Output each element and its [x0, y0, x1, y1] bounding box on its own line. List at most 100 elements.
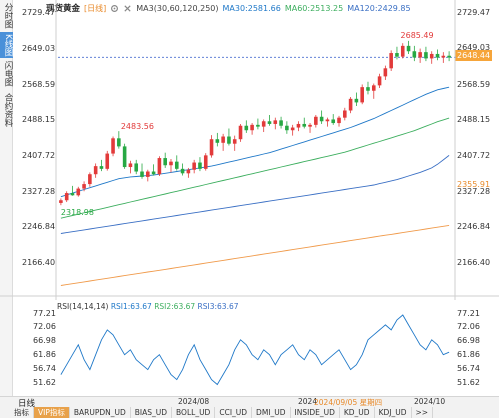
candle[interactable] [354, 92, 359, 106]
x-axis-label: 2024/08 [178, 397, 210, 406]
candle[interactable] [337, 115, 341, 127]
candle[interactable] [279, 116, 283, 129]
candle[interactable] [244, 120, 249, 133]
candle[interactable] [273, 117, 278, 130]
candle[interactable] [117, 131, 121, 149]
candle[interactable] [314, 114, 318, 128]
candle[interactable] [111, 136, 115, 157]
candle[interactable] [302, 117, 307, 129]
candle[interactable] [215, 132, 220, 147]
candle[interactable] [221, 133, 225, 151]
candle[interactable] [93, 163, 98, 178]
y-tick-left: 2166.40 [22, 258, 56, 267]
rail-tab-timeshare[interactable]: 分时图 [3, 3, 13, 29]
y-tick-left: 2246.84 [22, 222, 56, 231]
candle[interactable] [186, 167, 191, 178]
candle[interactable] [70, 185, 75, 196]
candle[interactable] [227, 128, 231, 146]
tab-dmi[interactable]: DMI_UD [252, 407, 291, 418]
candle[interactable] [140, 163, 144, 179]
candle[interactable] [99, 159, 104, 172]
rsi-chart[interactable] [0, 296, 499, 396]
candle-body [395, 53, 399, 57]
candle[interactable] [412, 45, 417, 62]
candle[interactable] [122, 143, 127, 169]
rail-tab-contract-info[interactable]: 合约资料 [3, 93, 13, 127]
tab-inside[interactable]: INSIDE_UD [291, 407, 340, 418]
candle[interactable] [59, 198, 63, 206]
candle[interactable] [192, 159, 196, 174]
candle[interactable] [435, 49, 440, 61]
period-label[interactable]: [日线] [84, 3, 107, 13]
candle[interactable] [389, 50, 393, 71]
candle[interactable] [406, 40, 411, 54]
candle[interactable] [395, 46, 399, 60]
candle[interactable] [429, 51, 434, 64]
candle[interactable] [360, 84, 364, 105]
candle[interactable] [383, 65, 388, 80]
period-button[interactable]: 日线 [18, 399, 36, 409]
candlestick-chart[interactable]: 2685.49 2483.56 2318.98 [0, 0, 499, 300]
close-icon[interactable] [123, 4, 132, 13]
candle[interactable] [203, 153, 208, 171]
candle[interactable] [88, 172, 92, 187]
candle[interactable] [377, 73, 382, 89]
candle-body [296, 123, 301, 128]
rsi3-value: RSI3:63.67 [197, 302, 239, 311]
tab-cci[interactable]: CCI_UD [215, 407, 253, 418]
tab-boll[interactable]: BOLL_UD [172, 407, 216, 418]
candle[interactable] [366, 81, 370, 95]
candle[interactable] [105, 150, 110, 171]
tab-barupdn[interactable]: BARUPDN_UD [70, 407, 131, 418]
candle[interactable] [180, 163, 185, 176]
candle[interactable] [325, 117, 330, 127]
candle[interactable] [308, 123, 312, 133]
candle[interactable] [209, 135, 214, 158]
candle[interactable] [198, 157, 202, 172]
candle[interactable] [232, 135, 237, 151]
candle[interactable] [169, 158, 173, 173]
candle[interactable] [134, 159, 139, 175]
candle[interactable] [424, 46, 428, 62]
candle[interactable] [441, 52, 446, 63]
indicator-link[interactable]: 指标 [0, 407, 34, 418]
rail-tab-flash[interactable]: 闪电图 [3, 61, 13, 87]
candle[interactable] [267, 114, 272, 126]
low-annotation: 2318.98 [61, 208, 94, 217]
candle[interactable] [348, 97, 353, 114]
tab-bias[interactable]: BIAS_UD [131, 407, 173, 418]
candle[interactable] [290, 124, 295, 136]
y-tick-right: 2246.84 [457, 222, 491, 231]
candle[interactable] [250, 123, 254, 135]
candle[interactable] [447, 51, 451, 62]
candle[interactable] [319, 110, 324, 124]
y-tick-right: 2488.15 [457, 115, 491, 124]
candle[interactable] [261, 119, 266, 133]
candle[interactable] [371, 83, 376, 99]
x-axis-label: 2024/10 [414, 397, 446, 406]
candle-body [314, 116, 318, 125]
candle[interactable] [238, 123, 243, 142]
candle[interactable] [163, 152, 167, 168]
settings-gear-icon[interactable] [110, 4, 119, 13]
candle[interactable] [128, 160, 133, 174]
candle[interactable] [64, 191, 69, 203]
candle[interactable] [146, 169, 150, 182]
more-tabs-button[interactable]: >> [412, 407, 434, 418]
tab-kdj[interactable]: KDJ_UD [375, 407, 412, 418]
candle[interactable] [285, 121, 289, 134]
candle[interactable] [151, 164, 156, 176]
candle[interactable] [82, 181, 86, 192]
tab-vip-indicator[interactable]: VIP指标 [34, 407, 70, 418]
candle[interactable] [157, 156, 162, 177]
candle[interactable] [418, 48, 422, 63]
candle[interactable] [76, 186, 81, 197]
candle[interactable] [256, 118, 260, 130]
rail-tab-kline[interactable]: K线图 [0, 32, 13, 58]
candle[interactable] [343, 107, 347, 121]
candle[interactable] [174, 155, 179, 171]
tab-kd[interactable]: KD_UD [340, 407, 375, 418]
candle[interactable] [400, 43, 405, 59]
candle[interactable] [296, 121, 301, 132]
candle[interactable] [331, 114, 336, 125]
